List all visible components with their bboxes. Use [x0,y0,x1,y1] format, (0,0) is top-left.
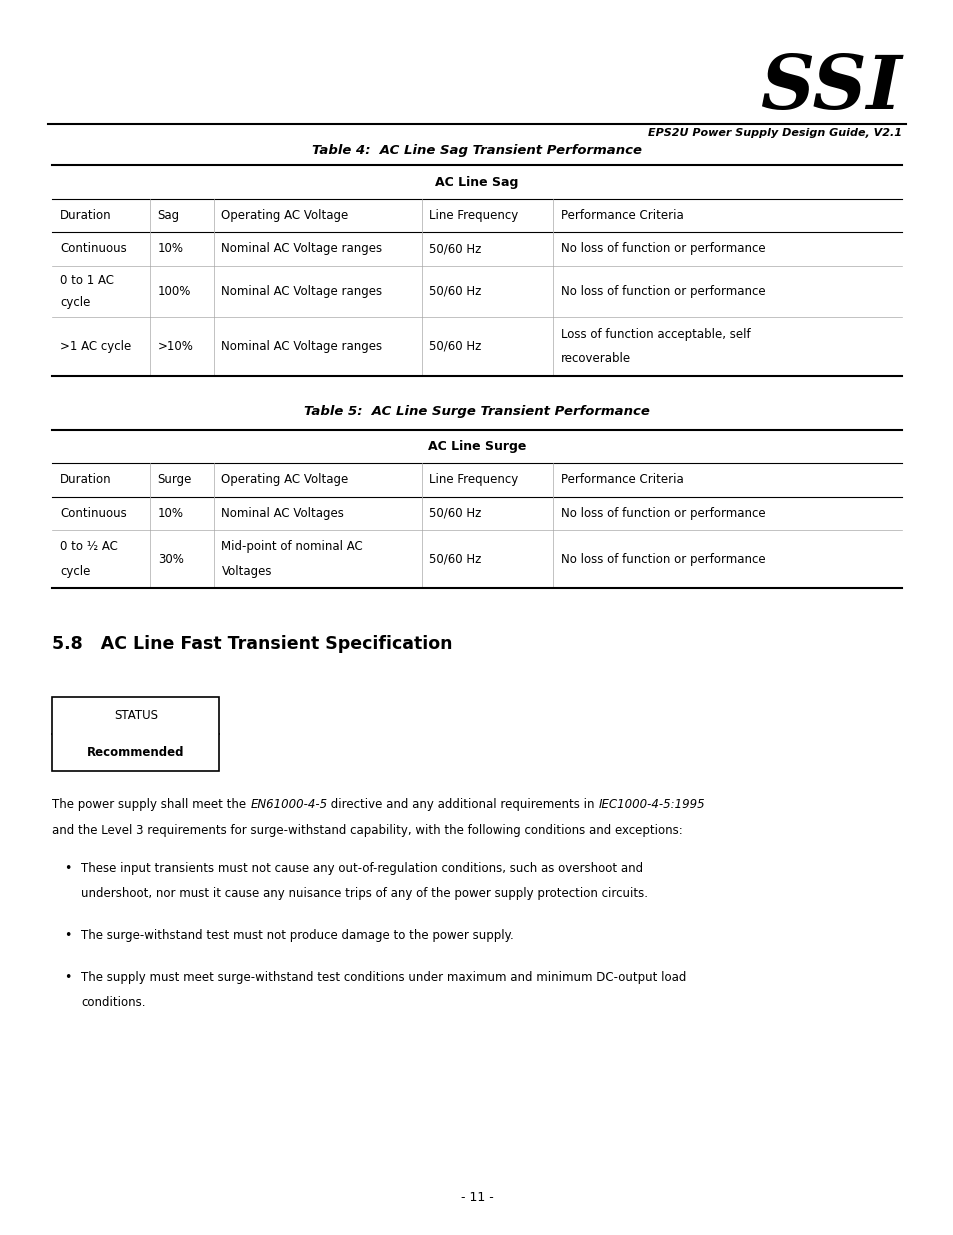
Text: Mid-point of nominal AC: Mid-point of nominal AC [221,541,363,553]
Text: Operating AC Voltage: Operating AC Voltage [221,209,348,222]
Text: Table 4:  AC Line Sag Transient Performance: Table 4: AC Line Sag Transient Performan… [312,144,641,158]
Text: No loss of function or performance: No loss of function or performance [560,552,765,566]
Text: Sag: Sag [157,209,180,222]
Text: These input transients must not cause any out-of-regulation conditions, such as : These input transients must not cause an… [81,862,642,876]
Text: Recommended: Recommended [87,746,185,760]
Text: SSI: SSI [759,52,901,125]
Text: undershoot, nor must it cause any nuisance trips of any of the power supply prot: undershoot, nor must it cause any nuisan… [81,887,647,900]
Text: Line Frequency: Line Frequency [429,473,518,487]
Text: Line Frequency: Line Frequency [429,209,518,222]
Text: directive and any additional requirements in: directive and any additional requirement… [327,798,598,811]
Text: recoverable: recoverable [560,352,631,366]
Text: IEC1000-4-5:1995: IEC1000-4-5:1995 [598,798,704,811]
Text: 50/60 Hz: 50/60 Hz [429,242,481,256]
Text: Continuous: Continuous [60,242,127,256]
Text: STATUS: STATUS [113,709,158,722]
Text: >1 AC cycle: >1 AC cycle [60,340,132,353]
Text: The supply must meet surge-withstand test conditions under maximum and minimum D: The supply must meet surge-withstand tes… [81,971,686,984]
Text: >10%: >10% [157,340,193,353]
Text: cycle: cycle [60,564,91,578]
Text: 10%: 10% [157,506,184,520]
Text: and the Level 3 requirements for surge-withstand capability, with the following : and the Level 3 requirements for surge-w… [52,824,682,837]
Text: Nominal AC Voltages: Nominal AC Voltages [221,506,344,520]
Text: AC Line Surge: AC Line Surge [427,440,526,453]
Text: •: • [64,929,71,942]
Text: 10%: 10% [157,242,184,256]
Text: 0 to ½ AC: 0 to ½ AC [60,541,118,553]
Text: Operating AC Voltage: Operating AC Voltage [221,473,348,487]
Text: 5.8   AC Line Fast Transient Specification: 5.8 AC Line Fast Transient Specification [52,635,453,653]
Text: 50/60 Hz: 50/60 Hz [429,552,481,566]
Text: Table 5:  AC Line Surge Transient Performance: Table 5: AC Line Surge Transient Perform… [304,405,649,419]
Text: No loss of function or performance: No loss of function or performance [560,285,765,298]
Bar [52,697,219,771]
Text: conditions.: conditions. [81,995,146,1009]
Text: The power supply shall meet the: The power supply shall meet the [52,798,250,811]
Text: 0 to 1 AC: 0 to 1 AC [60,274,114,287]
Text: 50/60 Hz: 50/60 Hz [429,285,481,298]
Text: Surge: Surge [157,473,192,487]
Text: 30%: 30% [157,552,183,566]
Text: Nominal AC Voltage ranges: Nominal AC Voltage ranges [221,340,382,353]
Text: Loss of function acceptable, self: Loss of function acceptable, self [560,327,750,341]
Text: No loss of function or performance: No loss of function or performance [560,242,765,256]
Text: Nominal AC Voltage ranges: Nominal AC Voltage ranges [221,242,382,256]
Text: EN61000-4-5: EN61000-4-5 [250,798,327,811]
Text: cycle: cycle [60,295,91,309]
Text: 50/60 Hz: 50/60 Hz [429,506,481,520]
Text: Performance Criteria: Performance Criteria [560,473,683,487]
Text: Nominal AC Voltage ranges: Nominal AC Voltage ranges [221,285,382,298]
Text: AC Line Sag: AC Line Sag [435,175,518,189]
Text: Voltages: Voltages [221,564,272,578]
Text: - 11 -: - 11 - [460,1191,493,1204]
Text: Duration: Duration [60,473,112,487]
Text: Duration: Duration [60,209,112,222]
Text: Continuous: Continuous [60,506,127,520]
Text: No loss of function or performance: No loss of function or performance [560,506,765,520]
Text: 50/60 Hz: 50/60 Hz [429,340,481,353]
Text: Performance Criteria: Performance Criteria [560,209,683,222]
Text: •: • [64,971,71,984]
Text: 100%: 100% [157,285,191,298]
Text: The surge-withstand test must not produce damage to the power supply.: The surge-withstand test must not produc… [81,929,514,942]
Text: EPS2U Power Supply Design Guide, V2.1: EPS2U Power Supply Design Guide, V2.1 [647,128,901,138]
Text: •: • [64,862,71,876]
